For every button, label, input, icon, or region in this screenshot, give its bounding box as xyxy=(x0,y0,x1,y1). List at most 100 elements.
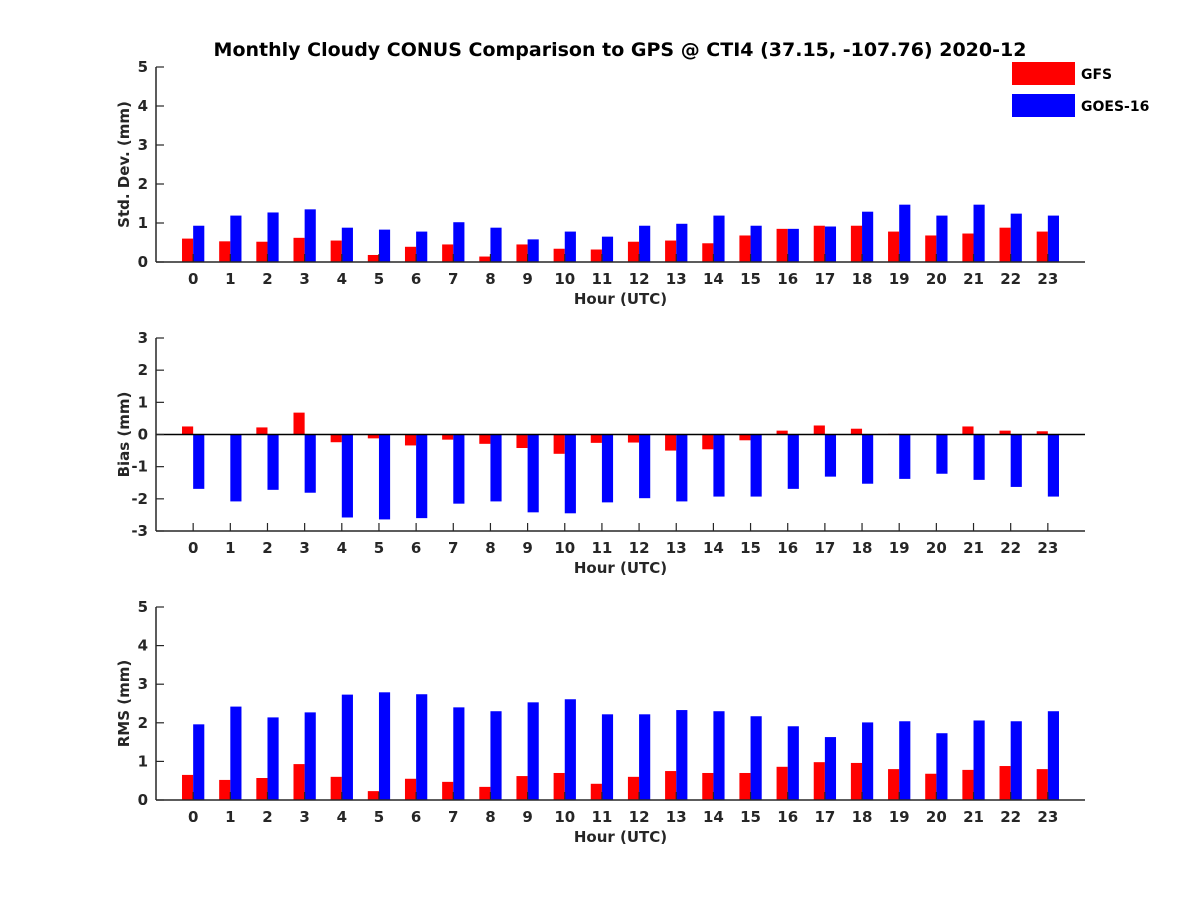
bar-goes-16-hour-10 xyxy=(564,231,576,262)
bar-goes-16-hour-10 xyxy=(564,699,576,800)
x-tick-label: 21 xyxy=(963,539,984,557)
bar-goes-16-hour-6 xyxy=(416,434,428,519)
y-tick-label: -1 xyxy=(131,458,148,476)
x-tick-label: 7 xyxy=(448,270,458,288)
x-tick-label: 5 xyxy=(374,539,384,557)
bar-gfs-hour-20 xyxy=(925,235,937,262)
y-tick-label: -2 xyxy=(131,490,148,508)
x-tick-label: 5 xyxy=(374,270,384,288)
legend-swatch-gfs xyxy=(1012,62,1075,85)
bar-gfs-hour-22 xyxy=(999,430,1011,435)
bar-gfs-hour-12 xyxy=(627,434,640,443)
bar-goes-16-hour-13 xyxy=(676,710,688,800)
bar-gfs-hour-12 xyxy=(627,776,640,800)
bar-goes-16-hour-4 xyxy=(341,694,353,800)
bar-goes-16-hour-7 xyxy=(453,707,465,800)
x-tick-label: 22 xyxy=(1000,539,1021,557)
bar-gfs-hour-16 xyxy=(776,430,788,435)
bar-goes-16-hour-15 xyxy=(750,434,762,497)
x-tick-label: 13 xyxy=(666,808,687,826)
bar-goes-16-hour-1 xyxy=(230,434,242,502)
x-tick-label: 11 xyxy=(591,808,612,826)
x-tick-label: 8 xyxy=(485,270,495,288)
legend-label-gfs: GFS xyxy=(1081,67,1112,83)
x-tick-label: 9 xyxy=(522,270,532,288)
x-tick-label: 13 xyxy=(666,539,687,557)
bar-goes-16-hour-14 xyxy=(713,434,725,497)
y-tick-label: 1 xyxy=(138,393,148,411)
x-tick-label: 0 xyxy=(188,270,198,288)
bar-gfs-hour-8 xyxy=(479,786,491,800)
bar-goes-16-hour-7 xyxy=(453,222,465,262)
bar-goes-16-hour-9 xyxy=(527,434,539,513)
bar-gfs-hour-12 xyxy=(627,241,640,262)
y-tick-label: 4 xyxy=(138,637,148,655)
x-tick-label: 18 xyxy=(852,539,873,557)
y-tick-label: 2 xyxy=(138,714,148,732)
bar-goes-16-hour-22 xyxy=(1010,434,1022,487)
x-tick-label: 1 xyxy=(225,270,235,288)
x-tick-label: 20 xyxy=(926,808,947,826)
bar-gfs-hour-8 xyxy=(479,256,491,262)
x-tick-label: 19 xyxy=(889,808,910,826)
x-tick-label: 14 xyxy=(703,808,724,826)
bar-gfs-hour-9 xyxy=(516,434,528,449)
x-tick-label: 3 xyxy=(299,808,309,826)
x-tick-label: 1 xyxy=(225,539,235,557)
x-axis-label: Hour (UTC) xyxy=(574,290,667,308)
bar-gfs-hour-4 xyxy=(330,776,342,800)
bar-gfs-hour-7 xyxy=(442,244,454,262)
x-tick-label: 23 xyxy=(1037,270,1058,288)
bar-gfs-hour-18 xyxy=(850,225,863,262)
bar-goes-16-hour-0 xyxy=(193,724,205,800)
x-tick-label: 7 xyxy=(448,539,458,557)
bar-gfs-hour-2 xyxy=(256,778,268,800)
x-tick-label: 20 xyxy=(926,270,947,288)
bar-gfs-hour-20 xyxy=(925,773,937,800)
x-tick-label: 15 xyxy=(740,539,761,557)
bar-goes-16-hour-8 xyxy=(490,711,502,800)
bar-goes-16-hour-1 xyxy=(230,215,242,262)
x-tick-label: 4 xyxy=(337,539,347,557)
y-tick-label: 3 xyxy=(138,675,148,693)
x-tick-label: 10 xyxy=(554,539,575,557)
bar-goes-16-hour-2 xyxy=(267,212,279,262)
bar-goes-16-hour-11 xyxy=(601,714,614,800)
bar-gfs-hour-10 xyxy=(553,434,565,454)
bar-goes-16-hour-23 xyxy=(1047,434,1059,497)
bar-goes-16-hour-11 xyxy=(601,236,614,262)
bar-gfs-hour-17 xyxy=(813,225,825,262)
x-tick-label: 10 xyxy=(554,270,575,288)
bar-gfs-hour-15 xyxy=(739,434,751,441)
x-tick-label: 2 xyxy=(262,808,272,826)
x-tick-label: 19 xyxy=(889,539,910,557)
bar-gfs-hour-18 xyxy=(850,428,863,435)
bar-goes-16-hour-3 xyxy=(304,434,316,493)
bar-goes-16-hour-20 xyxy=(936,215,948,262)
bar-gfs-hour-3 xyxy=(293,237,305,262)
x-tick-label: 6 xyxy=(411,539,421,557)
bar-goes-16-hour-9 xyxy=(527,239,539,262)
y-tick-label: 4 xyxy=(138,97,148,115)
x-tick-label: 3 xyxy=(299,270,309,288)
x-tick-label: 18 xyxy=(852,270,873,288)
x-tick-label: 21 xyxy=(963,808,984,826)
bar-goes-16-hour-3 xyxy=(304,712,316,800)
x-tick-label: 16 xyxy=(777,808,798,826)
x-tick-label: 5 xyxy=(374,808,384,826)
y-tick-label: 5 xyxy=(138,598,148,616)
bar-goes-16-hour-9 xyxy=(527,702,539,800)
bar-gfs-hour-11 xyxy=(590,783,602,800)
bar-gfs-hour-6 xyxy=(404,246,417,262)
bar-goes-16-hour-23 xyxy=(1047,215,1059,262)
bar-goes-16-hour-6 xyxy=(416,694,428,800)
bar-goes-16-hour-18 xyxy=(862,211,874,262)
x-tick-label: 0 xyxy=(188,539,198,557)
bar-gfs-hour-4 xyxy=(330,240,342,262)
x-tick-label: 0 xyxy=(188,808,198,826)
x-axis-label: Hour (UTC) xyxy=(574,559,667,577)
x-tick-label: 10 xyxy=(554,808,575,826)
bar-gfs-hour-23 xyxy=(1036,769,1048,800)
